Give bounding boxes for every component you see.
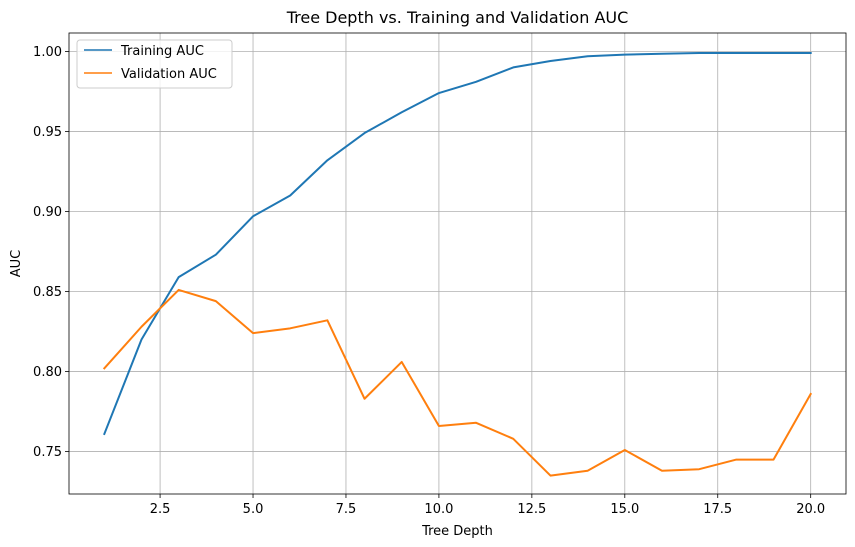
x-tick-label: 7.5 — [336, 502, 357, 517]
axis-ticks: 2.5 5.0 7.5 10.0 12.5 15.0 17.5 20.0 0.75 0.80 0.8… — [33, 45, 825, 517]
y-tick-label: 0.85 — [33, 285, 62, 300]
x-tick-label: 15.0 — [610, 502, 639, 517]
plot-lines — [102, 52, 813, 477]
legend-label-training: Training AUC — [120, 44, 204, 59]
x-tick-label: 17.5 — [703, 502, 732, 517]
legend-label-validation: Validation AUC — [121, 67, 217, 82]
legend-box — [76, 39, 233, 89]
series-line-training — [103, 52, 812, 436]
y-tick-label: 0.75 — [33, 445, 62, 460]
series-line-validation — [102, 288, 813, 477]
x-tick-label: 10.0 — [424, 502, 453, 517]
x-tick-label: 5.0 — [243, 502, 264, 517]
x-tick-label: 20.0 — [796, 502, 825, 517]
y-tick-label: 0.90 — [33, 205, 62, 220]
x-tick-label: 2.5 — [150, 502, 171, 517]
y-tick-label: 1.00 — [33, 45, 62, 60]
grid — [69, 33, 846, 494]
y-axis-title: AUC — [9, 250, 24, 278]
legend: Training AUC Validation AUC — [76, 39, 233, 89]
x-tick-label: 12.5 — [517, 502, 546, 517]
chart-title: Tree Depth vs. Training and Validation A… — [286, 8, 629, 27]
x-axis-title: Tree Depth — [421, 524, 493, 539]
plot-area-frame — [68, 32, 847, 495]
y-tick-label: 0.80 — [33, 365, 62, 380]
y-tick-label: 0.95 — [33, 125, 62, 140]
